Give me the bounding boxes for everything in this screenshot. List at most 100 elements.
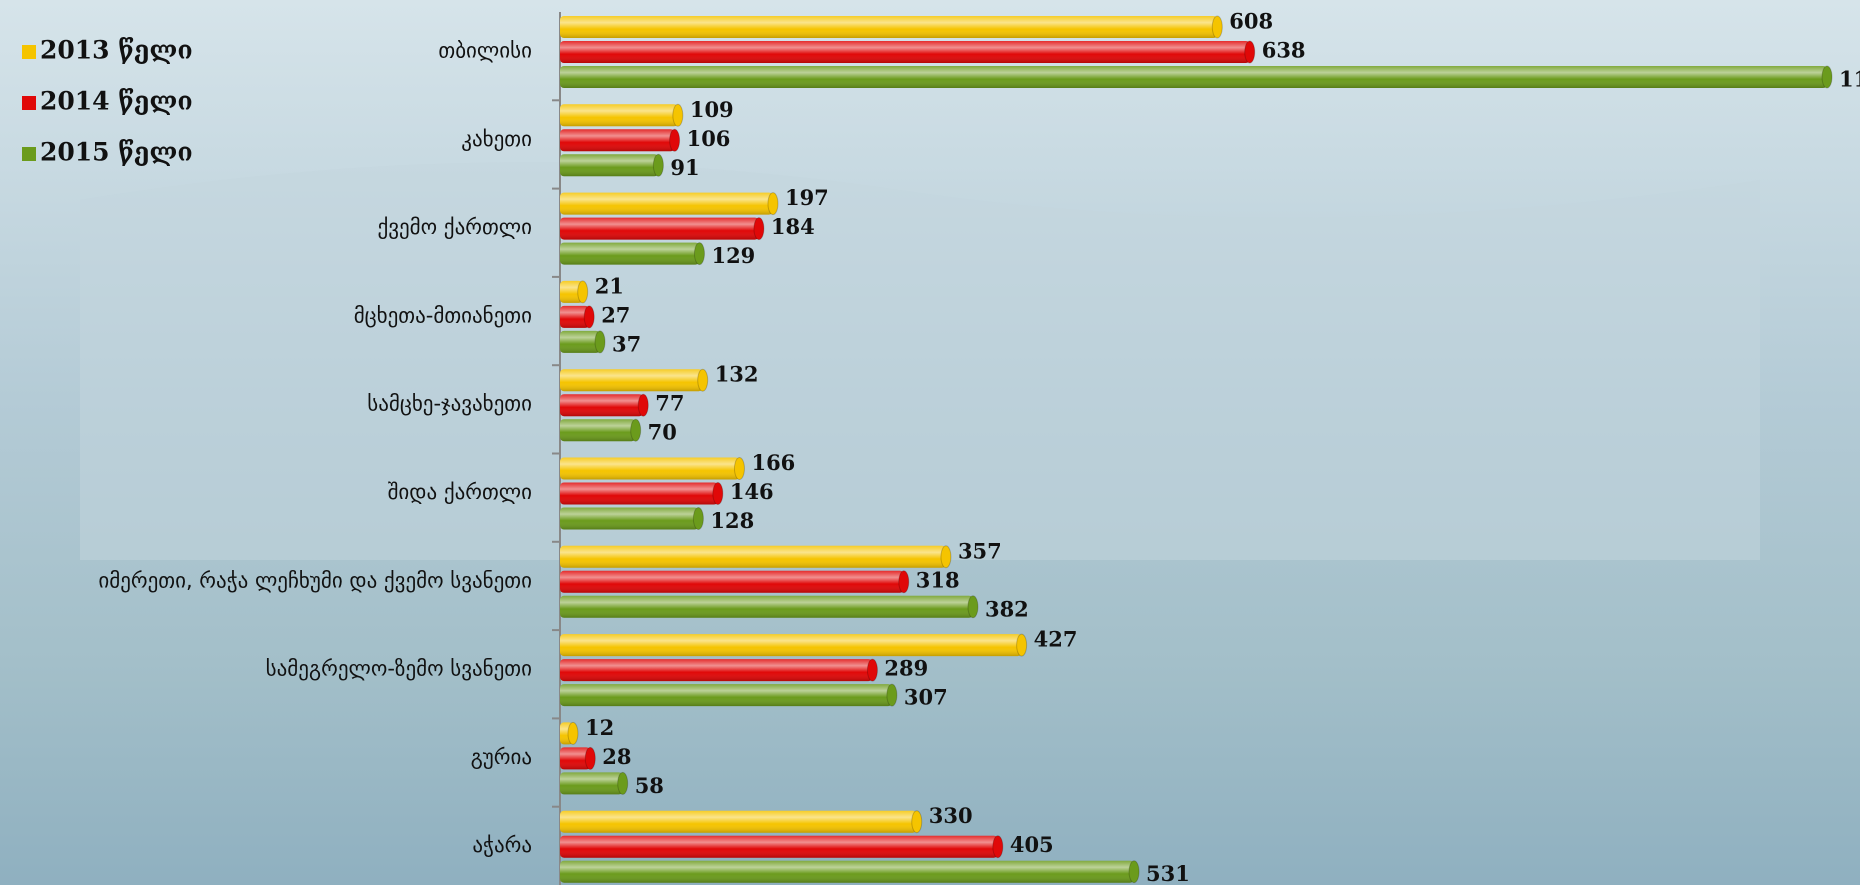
category-label: კახეთი xyxy=(461,127,532,151)
bar-cap xyxy=(618,772,628,794)
value-label: 531 xyxy=(1146,861,1190,885)
bar-shine xyxy=(560,104,678,126)
bar-cap xyxy=(585,747,595,769)
value-label: 91 xyxy=(670,155,699,180)
value-label: 197 xyxy=(785,185,829,210)
bar-shine xyxy=(560,243,699,265)
category-label: აჭარა xyxy=(472,833,532,857)
bar-cap xyxy=(693,508,703,530)
bar-shine xyxy=(560,41,1250,63)
value-label: 608 xyxy=(1229,9,1273,34)
bar-shine xyxy=(560,596,973,618)
value-label: 318 xyxy=(916,567,960,592)
bar-cap xyxy=(595,331,605,353)
value-label: 106 xyxy=(687,126,731,151)
bar-cap xyxy=(584,306,594,328)
value-label: 382 xyxy=(985,596,1029,621)
bar-cap xyxy=(653,154,663,176)
bar-cap xyxy=(578,281,588,303)
bar-cap xyxy=(754,218,764,240)
legend-label: 2013 წელი xyxy=(40,36,193,65)
bar-cap xyxy=(899,571,909,593)
value-label: 129 xyxy=(711,243,755,268)
bar-shine xyxy=(560,836,998,858)
value-label: 330 xyxy=(929,803,973,828)
value-label: 132 xyxy=(715,362,759,387)
value-label: 109 xyxy=(690,97,734,122)
bar-shine xyxy=(560,129,675,151)
bar-cap xyxy=(1212,16,1222,38)
bar-shine xyxy=(560,193,773,215)
bar-cap xyxy=(638,394,648,416)
value-label: 307 xyxy=(904,685,948,710)
bar-shine xyxy=(560,394,643,416)
bar-shine xyxy=(560,483,718,505)
category-label: გურია xyxy=(471,745,532,769)
bar-cap xyxy=(867,659,877,681)
value-label: 166 xyxy=(751,450,795,475)
bar-cap xyxy=(887,684,897,706)
category-label: სამეგრელო-ზემო სვანეთი xyxy=(266,657,532,681)
background-building xyxy=(80,162,1760,560)
bar-shine xyxy=(560,369,703,391)
bar-cap xyxy=(713,483,723,505)
value-label: 289 xyxy=(884,656,928,681)
bar-cap xyxy=(968,596,978,618)
value-label: 28 xyxy=(602,744,631,769)
value-label: 405 xyxy=(1010,832,1054,857)
bar-cap xyxy=(993,836,1003,858)
category-label: მცხეთა-მთიანეთი xyxy=(354,303,532,327)
bar-shine xyxy=(560,811,917,833)
category-label: თბილისი xyxy=(438,39,532,63)
legend-label: 2014 წელი xyxy=(40,87,193,116)
legend-label: 2015 წელი xyxy=(40,138,193,167)
bar-cap xyxy=(1017,634,1027,656)
legend-swatch xyxy=(22,96,36,110)
bar-shine xyxy=(560,419,636,441)
bar-cap xyxy=(698,369,708,391)
bar-cap xyxy=(1822,66,1832,88)
value-label: 638 xyxy=(1262,38,1306,63)
bar-shine xyxy=(560,634,1022,656)
value-label: 37 xyxy=(612,331,641,356)
category-label: სამცხე-ჯავახეთი xyxy=(367,392,532,416)
value-label: 184 xyxy=(771,214,815,239)
bar-shine xyxy=(560,16,1217,38)
bar-cap xyxy=(941,546,951,568)
bar-cap xyxy=(1129,861,1139,883)
value-label: 58 xyxy=(635,773,664,798)
bar-shine xyxy=(560,861,1134,883)
legend-swatch xyxy=(22,147,36,161)
value-label: 27 xyxy=(601,302,630,327)
bar-shine xyxy=(560,546,946,568)
bar-shine xyxy=(560,772,623,794)
bar-shine xyxy=(560,331,600,353)
bar-cap xyxy=(912,811,922,833)
bar-cap xyxy=(631,419,641,441)
bar-cap xyxy=(568,722,578,744)
legend-swatch xyxy=(22,45,36,59)
category-label: იმერეთი, რაჭა ლეჩხუმი და ქვემო სვანეთი xyxy=(98,568,532,592)
bar-shine xyxy=(560,218,759,240)
value-label: 357 xyxy=(958,538,1002,563)
category-label: ქვემო ქართლი xyxy=(377,215,532,239)
value-label: 12 xyxy=(585,715,614,740)
bar-cap xyxy=(670,129,680,151)
value-label: 21 xyxy=(595,273,624,298)
category-label: შიდა ქართლი xyxy=(388,480,532,504)
bar-cap xyxy=(768,193,778,215)
bar-shine xyxy=(560,659,872,681)
bar-shine xyxy=(560,458,739,480)
bar-cap xyxy=(673,104,683,126)
bar-shine xyxy=(560,571,904,593)
bar-shine xyxy=(560,508,698,530)
bar-cap xyxy=(694,243,704,265)
bar-cap xyxy=(734,458,744,480)
value-label: 146 xyxy=(730,479,774,504)
value-label: 77 xyxy=(655,391,684,416)
bar-cap xyxy=(1245,41,1255,63)
value-label: 128 xyxy=(710,508,754,533)
bar-shine xyxy=(560,684,892,706)
value-label: 1172 xyxy=(1839,67,1860,92)
value-label: 70 xyxy=(648,420,677,445)
